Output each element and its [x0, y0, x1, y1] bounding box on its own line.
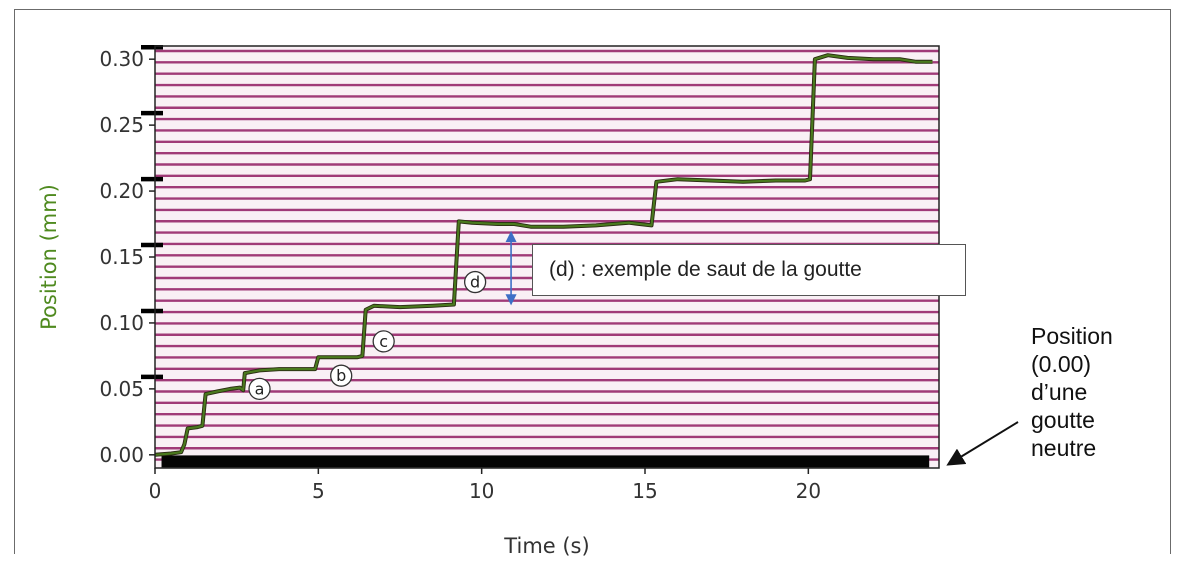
y-tick-label: 0.15 — [99, 245, 144, 269]
y-tick-label: 0.00 — [99, 443, 144, 467]
x-axis-label: Time (s) — [503, 534, 589, 558]
note-line: goutte — [1031, 407, 1095, 433]
callout-text: (d) : exemple de saut de la goutte — [549, 258, 862, 281]
note-line: Position — [1031, 323, 1113, 349]
baseline-bar — [161, 455, 930, 468]
annotation-label: b — [336, 366, 346, 385]
x-tick-label: 10 — [469, 479, 494, 503]
neutral-baseline-bar — [161, 455, 930, 468]
jump-callout-box: (d) : exemple de saut de la goutte — [532, 244, 966, 296]
neutral-position-note: Position (0.00) d’une goutte neutre — [1031, 322, 1171, 462]
y-axis-label: Position (mm) — [37, 184, 61, 330]
x-tick-label: 20 — [796, 479, 821, 503]
annotation-marker — [330, 364, 353, 387]
pointer-arrow-icon — [946, 421, 1019, 466]
note-line: neutre — [1031, 435, 1097, 461]
annotation-label: a — [255, 379, 265, 398]
note-line: (0.00) — [1031, 351, 1092, 377]
tick-labels: 0 5 10 15 20 0.00 0.05 0.10 0.15 0.20 0.25 0.30 — [99, 47, 821, 503]
y-tick-label: 0.05 — [99, 377, 144, 401]
y-tick-label: 0.30 — [99, 47, 144, 71]
note-line: d’une — [1031, 379, 1088, 405]
series-layer — [154, 53, 933, 457]
x-tick-label: 15 — [632, 479, 657, 503]
figure-frame — [14, 9, 1171, 554]
y-tick-label: 0.20 — [99, 179, 144, 203]
y-tick-label: 0.10 — [99, 311, 144, 335]
series-line — [154, 54, 933, 456]
annotation-marker — [248, 377, 271, 401]
y-tick-emphasis-marks — [141, 44, 163, 380]
x-tick-label: 0 — [149, 479, 162, 503]
step-annotations: a b c d — [248, 231, 517, 401]
annotation-marker — [372, 330, 395, 353]
x-tick-label: 5 — [312, 479, 325, 503]
annotation-marker — [463, 270, 487, 294]
y-tick-label: 0.25 — [99, 113, 144, 137]
annotation-label: c — [379, 332, 388, 351]
annotation-label: d — [470, 273, 480, 292]
